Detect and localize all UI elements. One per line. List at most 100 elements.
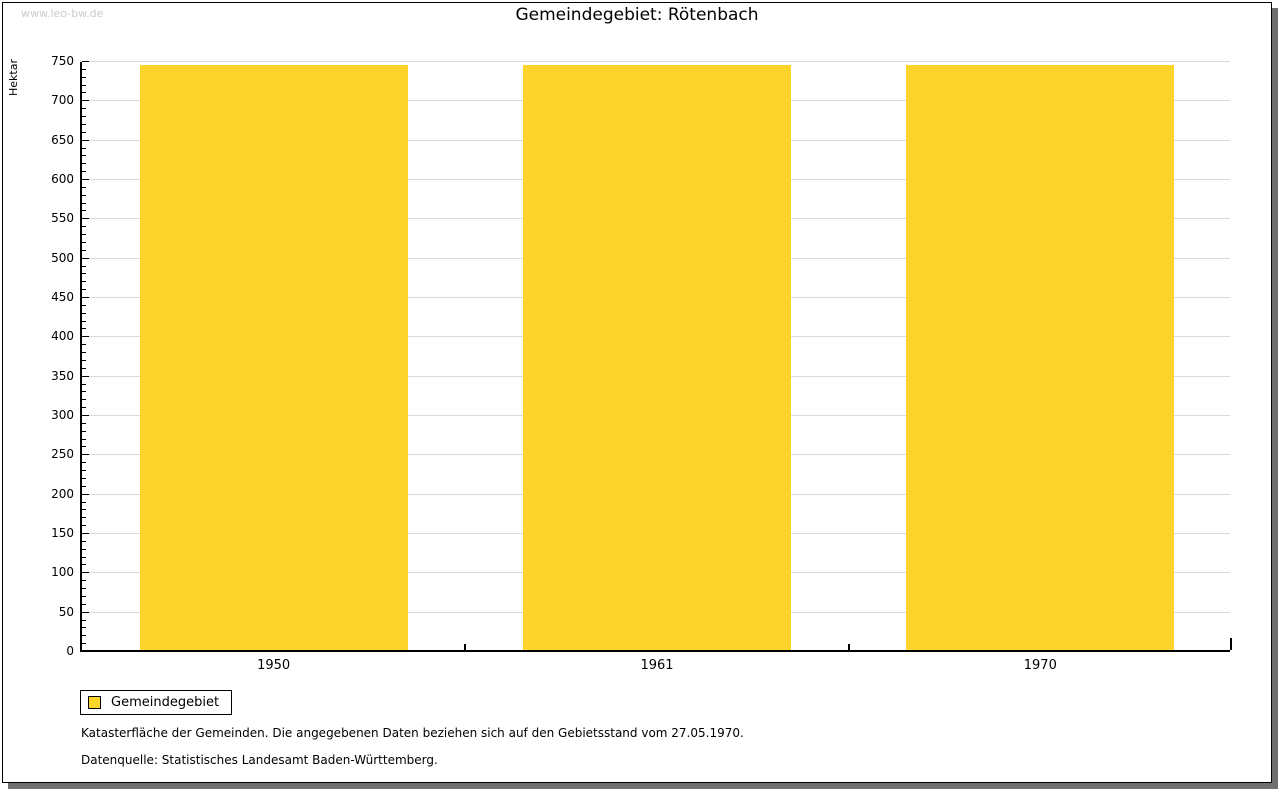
y-axis-tick-label: 150 — [51, 526, 74, 540]
y-axis-minor-tick — [82, 422, 86, 424]
y-axis-major-tick — [82, 179, 89, 180]
y-axis-tick-label: 400 — [51, 329, 74, 344]
y-axis-minor-tick — [82, 619, 86, 621]
bar-1961 — [523, 64, 791, 650]
y-axis-minor-tick — [82, 265, 86, 267]
y-axis-minor-tick — [82, 517, 86, 519]
watermark: www.leo-bw.de — [21, 7, 104, 20]
y-axis-minor-tick — [82, 304, 86, 306]
y-axis-tick-label: 100 — [51, 565, 74, 580]
y-axis-tick-label: 450 — [51, 290, 74, 304]
y-axis-minor-tick — [82, 462, 86, 464]
y-axis-minor-tick — [82, 171, 86, 173]
y-axis-minor-tick — [82, 147, 86, 149]
y-axis-minor-tick — [82, 603, 86, 605]
y-axis-minor-tick — [82, 84, 86, 86]
legend: Gemeindegebiet — [80, 690, 233, 715]
x-axis-label-1970: 1970 — [1023, 658, 1057, 673]
y-axis-major-tick — [82, 375, 89, 377]
y-axis-minor-tick — [82, 92, 86, 94]
y-axis-major-tick — [82, 257, 89, 259]
y-axis-major-tick — [82, 651, 89, 652]
footnote-description: Katasterfläche der Gemeinden. Die angege… — [81, 726, 744, 740]
y-axis-minor-tick — [82, 446, 86, 448]
y-axis-tick-label: 350 — [51, 368, 74, 383]
y-axis-minor-tick — [82, 163, 86, 165]
y-axis-tick-label: 0 — [66, 644, 74, 658]
y-axis-minor-tick — [82, 540, 86, 542]
y-axis-minor-tick — [82, 548, 86, 550]
y-axis-tick-label: 500 — [51, 250, 74, 265]
y-axis-minor-tick — [82, 328, 86, 330]
y-axis-minor-tick — [82, 131, 86, 133]
y-axis-minor-tick — [82, 367, 86, 369]
y-axis-major-tick — [82, 61, 89, 62]
y-axis-minor-tick — [82, 234, 86, 236]
y-axis-major-tick — [82, 139, 89, 141]
x-axis-label-1950: 1950 — [257, 658, 291, 673]
y-axis-tick-label: 650 — [51, 132, 74, 147]
y-axis-minor-tick — [82, 556, 86, 558]
y-axis-minor-tick — [82, 76, 86, 78]
y-axis-minor-tick — [82, 344, 86, 346]
y-axis-tick-label: 50 — [58, 604, 74, 619]
y-axis-minor-tick — [82, 210, 86, 212]
y-axis-minor-tick — [82, 281, 86, 283]
y-axis-minor-tick — [82, 477, 86, 479]
y-axis-tick-label: 200 — [51, 486, 74, 501]
y-axis-minor-tick — [82, 485, 86, 487]
y-axis-minor-tick — [82, 108, 86, 110]
bar-1950 — [139, 64, 408, 650]
y-axis-tick-label: 550 — [51, 211, 74, 226]
x-axis-boundary-tick — [847, 644, 850, 650]
y-axis-major-tick — [82, 218, 89, 220]
y-axis-major-tick — [82, 611, 89, 613]
y-axis-minor-tick — [82, 580, 86, 582]
y-axis-tick-label: 250 — [51, 447, 74, 462]
y-axis-minor-tick — [82, 320, 86, 322]
y-axis-minor-tick — [82, 627, 86, 629]
y-axis-major-tick — [82, 297, 89, 298]
y-axis-minor-tick — [82, 407, 86, 409]
y-axis-minor-tick — [82, 312, 86, 314]
y-axis-minor-tick — [82, 383, 86, 385]
chart-title: Gemeindegebiet: Rötenbach — [515, 5, 759, 25]
y-axis-minor-tick — [82, 116, 86, 118]
y-axis-minor-tick — [82, 155, 86, 157]
y-axis-minor-tick — [82, 430, 86, 432]
y-axis-minor-tick — [82, 273, 86, 275]
y-axis-major-tick — [82, 100, 89, 102]
y-axis-minor-tick — [82, 241, 86, 243]
y-axis-minor-tick — [82, 635, 86, 637]
y-axis-tick-label: 300 — [51, 408, 74, 422]
y-axis-minor-tick — [82, 595, 86, 597]
y-axis-major-tick — [82, 533, 89, 534]
y-axis-minor-tick — [82, 470, 86, 472]
y-axis-minor-tick — [82, 123, 86, 125]
y-axis-minor-tick — [82, 509, 86, 511]
y-axis-minor-tick — [82, 202, 86, 204]
y-axis-major-tick — [82, 336, 89, 338]
y-axis-minor-tick — [82, 588, 86, 590]
y-axis-minor-tick — [82, 399, 86, 401]
footnote-datasource: Datenquelle: Statistisches Landesamt Bad… — [81, 753, 438, 767]
y-axis-minor-tick — [82, 501, 86, 503]
y-axis-tick-label: 600 — [51, 172, 74, 186]
y-axis-minor-tick — [82, 194, 86, 196]
y-axis-minor-tick — [82, 352, 86, 354]
y-axis-major-tick — [82, 454, 89, 456]
plot-area: 0 50 100 150 200 250 300 350 400 450 500 550 600 650 7… — [51, 54, 1232, 673]
y-axis-title: Hektar — [7, 59, 20, 96]
y-axis-major-tick — [82, 572, 89, 574]
y-axis-minor-tick — [82, 289, 86, 291]
bar-1970 — [906, 64, 1175, 650]
x-axis-end-tick — [1230, 638, 1232, 650]
y-axis-minor-tick — [82, 391, 86, 393]
y-axis-minor-tick — [82, 249, 86, 251]
y-axis-major-tick — [82, 415, 89, 416]
legend-swatch-icon — [88, 696, 101, 709]
y-axis-minor-tick — [82, 643, 86, 645]
y-axis-minor-tick — [82, 438, 86, 440]
y-axis-minor-tick — [82, 525, 86, 527]
gridline — [82, 61, 1230, 62]
